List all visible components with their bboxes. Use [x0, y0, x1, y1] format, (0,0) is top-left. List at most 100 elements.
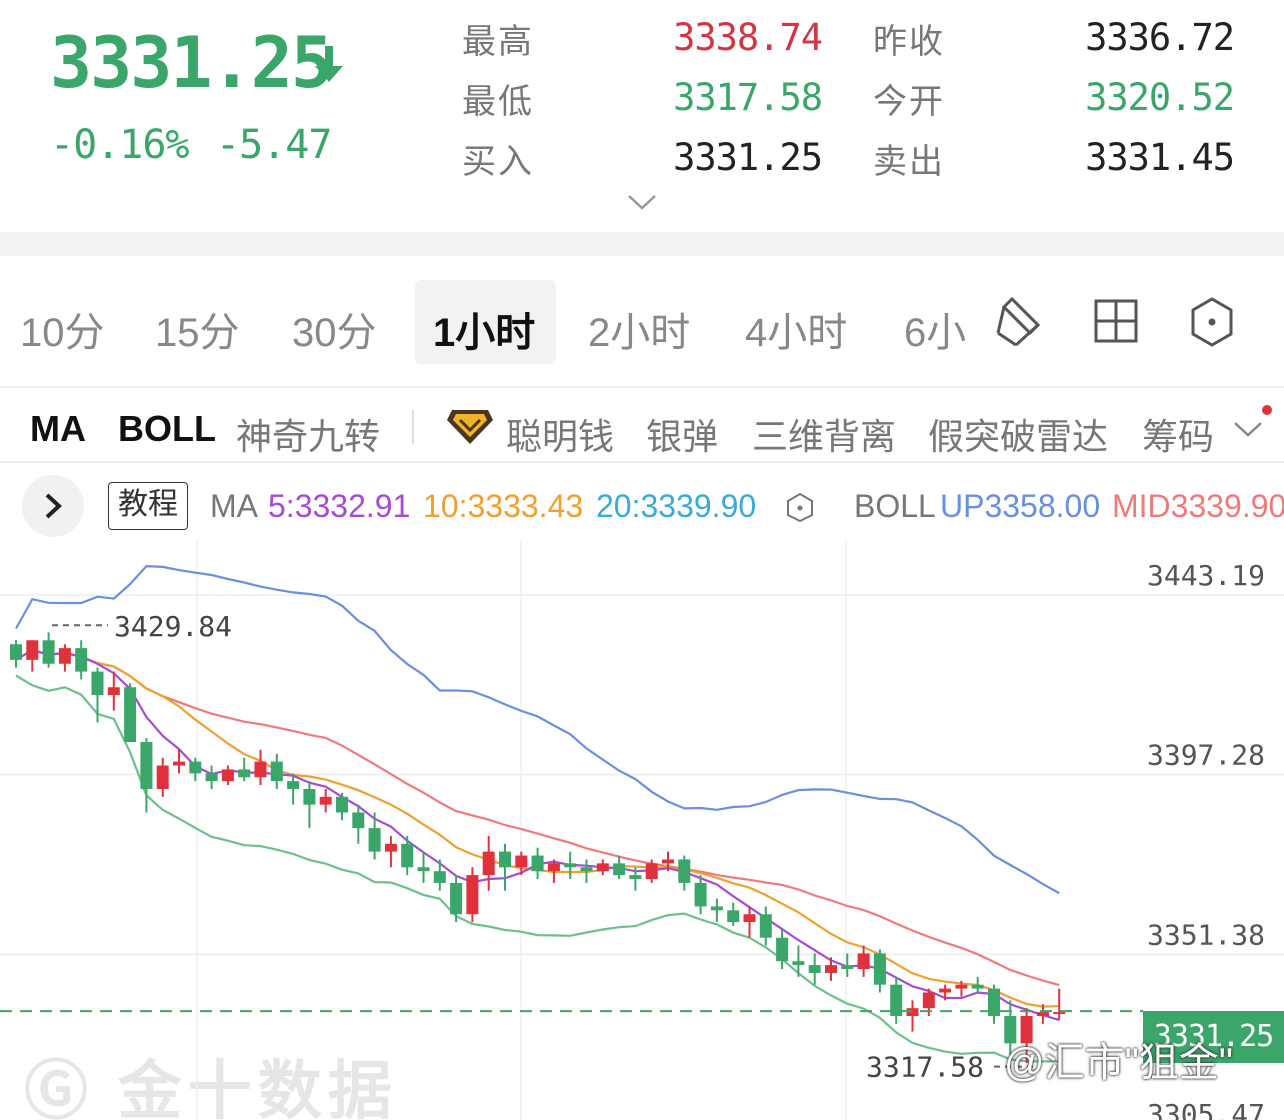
candle-body	[776, 937, 789, 962]
tab-4hour[interactable]: 4小时	[745, 311, 848, 355]
ma5-line	[15, 648, 1060, 1021]
stat-label-open: 今开	[873, 83, 945, 121]
candle-body	[499, 851, 511, 868]
ma-label: MA	[210, 488, 258, 524]
candle-body	[808, 965, 821, 973]
stat-label-prev-close: 昨收	[873, 23, 945, 61]
indicator-3d-divergence[interactable]: 三维背离	[752, 416, 897, 457]
candle-body	[596, 863, 609, 872]
candle-body	[759, 914, 772, 938]
candle-body	[1020, 1015, 1033, 1044]
candle-body	[450, 882, 463, 915]
stat-label-high: 最高	[462, 23, 534, 61]
divider	[0, 461, 1284, 463]
candle-body	[710, 906, 723, 911]
stat-label-bid: 买入	[462, 143, 534, 181]
candle-body	[254, 761, 267, 778]
candle-body	[580, 867, 593, 872]
candle-body	[515, 855, 528, 868]
candle-body	[205, 773, 218, 782]
boll-lower-line	[15, 674, 1060, 1063]
candle-body	[662, 859, 674, 864]
boll-label: BOLL	[854, 488, 936, 524]
watermark-logo: Ⓖ 金十数据	[24, 1055, 398, 1120]
indicator-magic-nine[interactable]: 神奇九转	[236, 416, 381, 457]
candle-body	[1053, 1012, 1066, 1015]
collapse-button[interactable]	[22, 475, 84, 537]
candle-body	[792, 961, 805, 966]
candle-body	[629, 875, 642, 880]
tab-15min[interactable]: 15分	[155, 311, 240, 355]
grid-layout-icon[interactable]	[1090, 293, 1144, 351]
current-price-tag: 3331.25	[1143, 1011, 1284, 1063]
candle-body	[955, 984, 968, 989]
tab-30min[interactable]: 30分	[292, 311, 377, 355]
candle-body	[873, 953, 886, 985]
stat-value-bid: 3331.25	[673, 136, 823, 179]
candle-body	[156, 765, 169, 789]
boll-mid-value: MID3339.90	[1112, 488, 1284, 524]
tutorial-button[interactable]: 教程	[108, 482, 188, 530]
change-absolute: -5.47	[216, 122, 332, 168]
indicator-chips[interactable]: 筹码	[1142, 416, 1215, 457]
candle-body	[417, 867, 430, 872]
chevron-down-icon[interactable]	[627, 190, 657, 212]
candle-body	[42, 640, 55, 664]
boll-up-value: UP3358.00	[940, 488, 1101, 524]
active-tab-highlight	[415, 280, 556, 364]
candle-body	[547, 863, 560, 872]
hexagon-settings-icon[interactable]	[1185, 293, 1239, 351]
tab-1hour[interactable]: 1小时	[433, 311, 536, 355]
ma5-value: 5:3332.91	[268, 488, 411, 524]
high-marker-label: 3429.84	[114, 610, 232, 643]
candle-body	[107, 687, 120, 696]
candle-body	[678, 859, 691, 883]
candle-body	[564, 863, 577, 868]
stat-value-high: 3338.74	[673, 16, 823, 59]
candle-body	[922, 992, 935, 1009]
indicator-silver-bullet[interactable]: 银弹	[646, 416, 719, 457]
candle-body	[531, 855, 544, 872]
indicator-boll[interactable]: BOLL	[118, 408, 216, 449]
y-tick-label: 3351.38	[1147, 918, 1265, 951]
stat-label-ask: 卖出	[873, 143, 945, 181]
candle-body	[433, 871, 446, 883]
diamond-vip-icon	[447, 410, 493, 444]
ma20-value: 20:3339.90	[596, 488, 757, 524]
chevron-right-icon	[45, 493, 62, 519]
boll-upper-line	[15, 564, 1060, 895]
candle-body	[238, 769, 251, 778]
down-arrow-icon	[315, 46, 343, 82]
candle-body	[319, 796, 332, 805]
candle-body	[173, 761, 185, 766]
candle-body	[91, 671, 104, 696]
candle-body	[939, 988, 952, 993]
indicator-smart-money[interactable]: 聪明钱	[506, 416, 615, 457]
indicator-separator	[412, 410, 414, 444]
tab-6hour[interactable]: 6小	[904, 311, 967, 355]
ma10-line	[15, 648, 1060, 1008]
pen-draw-icon[interactable]	[992, 293, 1046, 351]
candle-body	[971, 984, 984, 989]
candle-body	[75, 648, 88, 672]
current-price: 3331.25	[50, 22, 333, 104]
indicator-false-breakout[interactable]: 假突破雷达	[928, 416, 1109, 457]
divider	[0, 386, 1284, 388]
tab-10min[interactable]: 10分	[20, 311, 105, 355]
candle-body	[124, 687, 137, 743]
candle-body	[906, 1008, 919, 1016]
indicator-ma[interactable]: MA	[30, 408, 86, 449]
candle-body	[352, 812, 365, 829]
candle-body	[466, 875, 479, 915]
candle-body	[26, 640, 39, 660]
hexagon-settings-icon[interactable]	[785, 491, 815, 523]
change-percent: -0.16%	[50, 122, 189, 168]
candle-body	[384, 843, 397, 852]
chevron-down-icon[interactable]	[1232, 418, 1264, 440]
stat-value-ask: 3331.45	[1085, 136, 1235, 179]
candle-body	[890, 984, 903, 1016]
candle-body	[140, 742, 153, 789]
candlestick-chart[interactable]: 3443.19 3397.28 3351.38 3305.47 3429.84 3317.…	[0, 540, 1284, 1120]
tab-2hour[interactable]: 2小时	[588, 311, 691, 355]
